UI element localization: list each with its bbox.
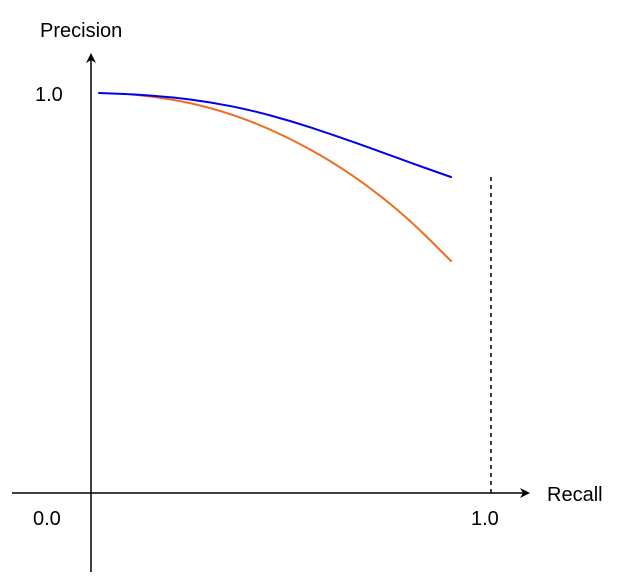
series-line-0 (98, 92, 452, 178)
x-axis-label: Recall (547, 484, 603, 506)
y-tick-label: 1.0 (35, 84, 63, 106)
series-line-1 (130, 93, 452, 262)
y-axis-label: Precision (40, 20, 123, 42)
x-tick-label-origin: 0.0 (33, 508, 61, 530)
x-tick-label: 1.0 (471, 508, 499, 530)
